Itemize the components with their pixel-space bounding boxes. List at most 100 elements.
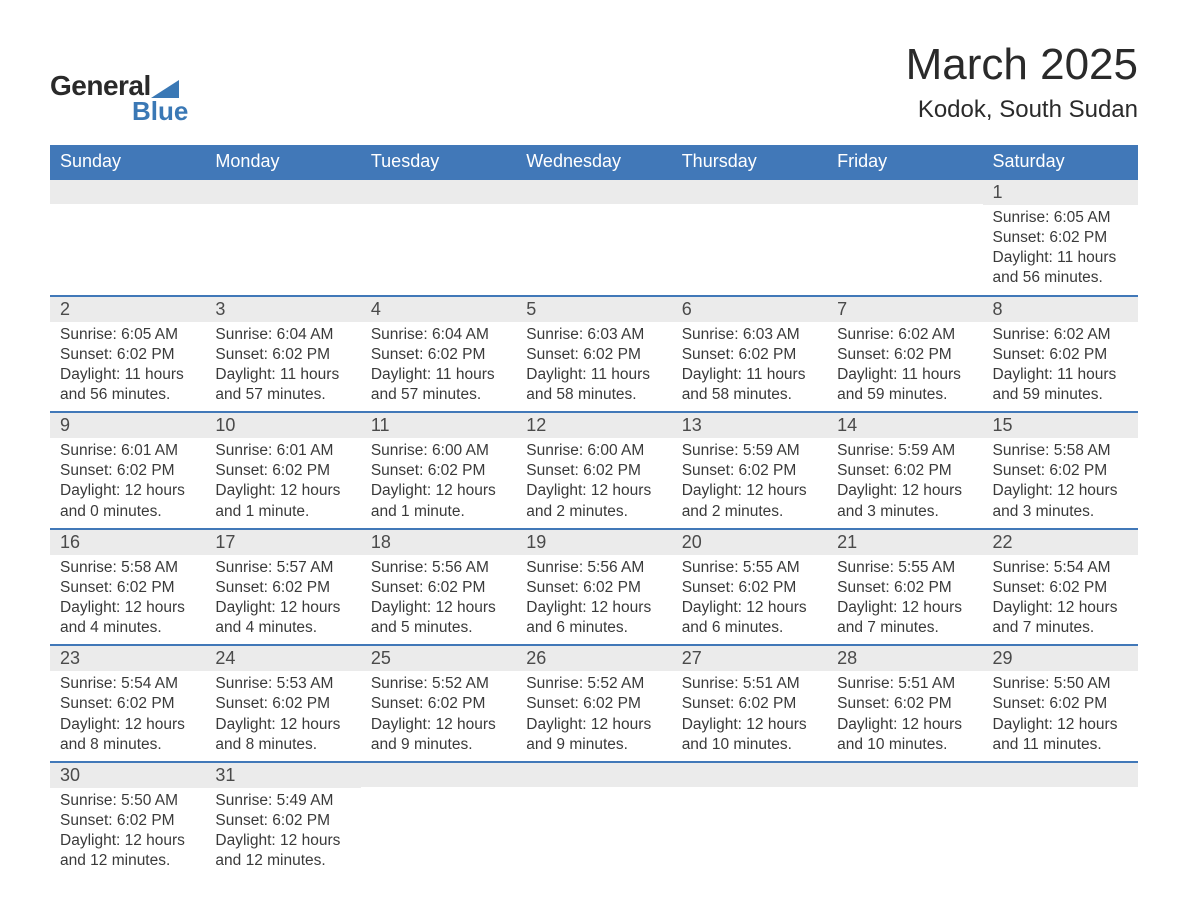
sunrise-text: Sunrise: 6:01 AM (215, 441, 350, 461)
empty-day-bar (50, 178, 205, 204)
calendar-week-row: 1Sunrise: 6:05 AMSunset: 6:02 PMDaylight… (50, 178, 1138, 295)
calendar-day-cell: 14 Sunrise: 5:59 AMSunset: 6:02 PMDayligh… (827, 411, 982, 528)
sunset-text: Sunset: 6:02 PM (371, 578, 506, 598)
day-details: Sunrise: 5:53 AMSunset: 6:02 PMDaylight:… (205, 671, 360, 761)
calendar-day-cell: 17Sunrise: 5:57 AMSunset: 6:02 PMDayligh… (205, 528, 360, 645)
empty-day-bar (672, 761, 827, 787)
day-number: 14 (827, 411, 982, 438)
daylight-text: Daylight: 12 hours and 0 minutes. (60, 481, 195, 521)
sunrise-text: Sunrise: 6:03 AM (682, 325, 817, 345)
calendar-day-cell: 11Sunrise: 6:00 AMSunset: 6:02 PMDayligh… (361, 411, 516, 528)
sunset-text: Sunset: 6:02 PM (682, 461, 817, 481)
day-number: 4 (361, 295, 516, 322)
sunrise-text: Sunrise: 5:51 AM (837, 674, 972, 694)
sunrise-text: Sunrise: 6:05 AM (60, 325, 195, 345)
title-block: March 2025 Kodok, South Sudan (906, 40, 1138, 124)
sunrise-text: Sunrise: 5:50 AM (60, 791, 195, 811)
day-number: 5 (516, 295, 671, 322)
calendar-week-row: 16Sunrise: 5:58 AMSunset: 6:02 PMDayligh… (50, 528, 1138, 645)
sunset-text: Sunset: 6:02 PM (60, 811, 195, 831)
sunrise-text: Sunrise: 5:49 AM (215, 791, 350, 811)
sunrise-text: Sunrise: 6:04 AM (371, 325, 506, 345)
calendar-day-cell: 12Sunrise: 6:00 AMSunset: 6:02 PMDayligh… (516, 411, 671, 528)
daylight-text: Daylight: 12 hours and 12 minutes. (60, 831, 195, 871)
daylight-text: Daylight: 12 hours and 6 minutes. (526, 598, 661, 638)
sunset-text: Sunset: 6:02 PM (526, 578, 661, 598)
calendar-day-cell: 19Sunrise: 5:56 AMSunset: 6:02 PMDayligh… (516, 528, 671, 645)
weekday-header-row: SundayMondayTuesdayWednesdayThursdayFrid… (50, 145, 1138, 178)
location-subtitle: Kodok, South Sudan (906, 96, 1138, 124)
daylight-text: Daylight: 12 hours and 2 minutes. (682, 481, 817, 521)
day-number: 23 (50, 644, 205, 671)
weekday-header: Tuesday (361, 145, 516, 178)
day-number: 2 (50, 295, 205, 322)
sunset-text: Sunset: 6:02 PM (215, 345, 350, 365)
sunset-text: Sunset: 6:02 PM (215, 694, 350, 714)
sunset-text: Sunset: 6:02 PM (60, 578, 195, 598)
calendar-day-cell: 29Sunrise: 5:50 AMSunset: 6:02 PMDayligh… (983, 644, 1138, 761)
sunrise-text: Sunrise: 5:54 AM (993, 558, 1128, 578)
day-details: Sunrise: 5:55 AMSunset: 6:02 PMDaylight:… (827, 555, 982, 645)
daylight-text: Daylight: 12 hours and 12 minutes. (215, 831, 350, 871)
empty-day-bar (205, 178, 360, 204)
day-number: 26 (516, 644, 671, 671)
day-details: Sunrise: 5:58 AMSunset: 6:02 PMDaylight:… (50, 555, 205, 645)
sunset-text: Sunset: 6:02 PM (60, 345, 195, 365)
sunset-text: Sunset: 6:02 PM (837, 461, 972, 481)
empty-day-bar (516, 178, 671, 204)
calendar-day-cell: 2Sunrise: 6:05 AMSunset: 6:02 PMDaylight… (50, 295, 205, 412)
sunset-text: Sunset: 6:02 PM (993, 461, 1128, 481)
daylight-text: Daylight: 11 hours and 58 minutes. (682, 365, 817, 405)
sunset-text: Sunset: 6:02 PM (526, 694, 661, 714)
sunrise-text: Sunrise: 5:59 AM (682, 441, 817, 461)
day-details: Sunrise: 5:50 AMSunset: 6:02 PMDaylight:… (983, 671, 1138, 761)
calendar-empty-cell (361, 178, 516, 295)
sunrise-text: Sunrise: 5:58 AM (993, 441, 1128, 461)
sunrise-text: Sunrise: 5:52 AM (526, 674, 661, 694)
day-details: Sunrise: 5:52 AMSunset: 6:02 PMDaylight:… (516, 671, 671, 761)
day-number: 27 (672, 644, 827, 671)
day-number: 13 (672, 411, 827, 438)
day-details: Sunrise: 5:51 AMSunset: 6:02 PMDaylight:… (827, 671, 982, 761)
sunrise-text: Sunrise: 5:51 AM (682, 674, 817, 694)
sunset-text: Sunset: 6:02 PM (526, 345, 661, 365)
daylight-text: Daylight: 12 hours and 9 minutes. (526, 715, 661, 755)
sunset-text: Sunset: 6:02 PM (837, 694, 972, 714)
daylight-text: Daylight: 12 hours and 3 minutes. (993, 481, 1128, 521)
sunrise-text: Sunrise: 5:56 AM (371, 558, 506, 578)
sunset-text: Sunset: 6:02 PM (60, 694, 195, 714)
day-details: Sunrise: 6:00 AMSunset: 6:02 PMDaylight:… (361, 438, 516, 528)
day-number: 29 (983, 644, 1138, 671)
calendar-day-cell: 10Sunrise: 6:01 AMSunset: 6:02 PMDayligh… (205, 411, 360, 528)
daylight-text: Daylight: 11 hours and 58 minutes. (526, 365, 661, 405)
sunset-text: Sunset: 6:02 PM (993, 345, 1128, 365)
weekday-header: Saturday (983, 145, 1138, 178)
weekday-header: Sunday (50, 145, 205, 178)
sunrise-text: Sunrise: 5:59 AM (837, 441, 972, 461)
daylight-text: Daylight: 12 hours and 10 minutes. (837, 715, 972, 755)
calendar-day-cell: 24Sunrise: 5:53 AMSunset: 6:02 PMDayligh… (205, 644, 360, 761)
weekday-header: Thursday (672, 145, 827, 178)
day-details: Sunrise: 5:50 AMSunset: 6:02 PMDaylight:… (50, 788, 205, 878)
daylight-text: Daylight: 12 hours and 4 minutes. (215, 598, 350, 638)
calendar-day-cell: 25Sunrise: 5:52 AMSunset: 6:02 PMDayligh… (361, 644, 516, 761)
calendar-day-cell: 3Sunrise: 6:04 AMSunset: 6:02 PMDaylight… (205, 295, 360, 412)
calendar-table: SundayMondayTuesdayWednesdayThursdayFrid… (50, 145, 1138, 877)
sunset-text: Sunset: 6:02 PM (371, 345, 506, 365)
daylight-text: Daylight: 12 hours and 3 minutes. (837, 481, 972, 521)
sunset-text: Sunset: 6:02 PM (993, 228, 1128, 248)
day-details: Sunrise: 6:01 AMSunset: 6:02 PMDaylight:… (50, 438, 205, 528)
day-details: Sunrise: 5:59 AMSunset: 6:02 PMDaylight:… (672, 438, 827, 528)
daylight-text: Daylight: 11 hours and 57 minutes. (371, 365, 506, 405)
sunset-text: Sunset: 6:02 PM (993, 694, 1128, 714)
daylight-text: Daylight: 12 hours and 5 minutes. (371, 598, 506, 638)
sunrise-text: Sunrise: 6:00 AM (526, 441, 661, 461)
day-number: 16 (50, 528, 205, 555)
sunset-text: Sunset: 6:02 PM (837, 345, 972, 365)
day-details: Sunrise: 6:04 AMSunset: 6:02 PMDaylight:… (205, 322, 360, 412)
calendar-day-cell: 27Sunrise: 5:51 AMSunset: 6:02 PMDayligh… (672, 644, 827, 761)
daylight-text: Daylight: 12 hours and 4 minutes. (60, 598, 195, 638)
daylight-text: Daylight: 11 hours and 57 minutes. (215, 365, 350, 405)
sunset-text: Sunset: 6:02 PM (682, 345, 817, 365)
calendar-day-cell: 9Sunrise: 6:01 AMSunset: 6:02 PMDaylight… (50, 411, 205, 528)
